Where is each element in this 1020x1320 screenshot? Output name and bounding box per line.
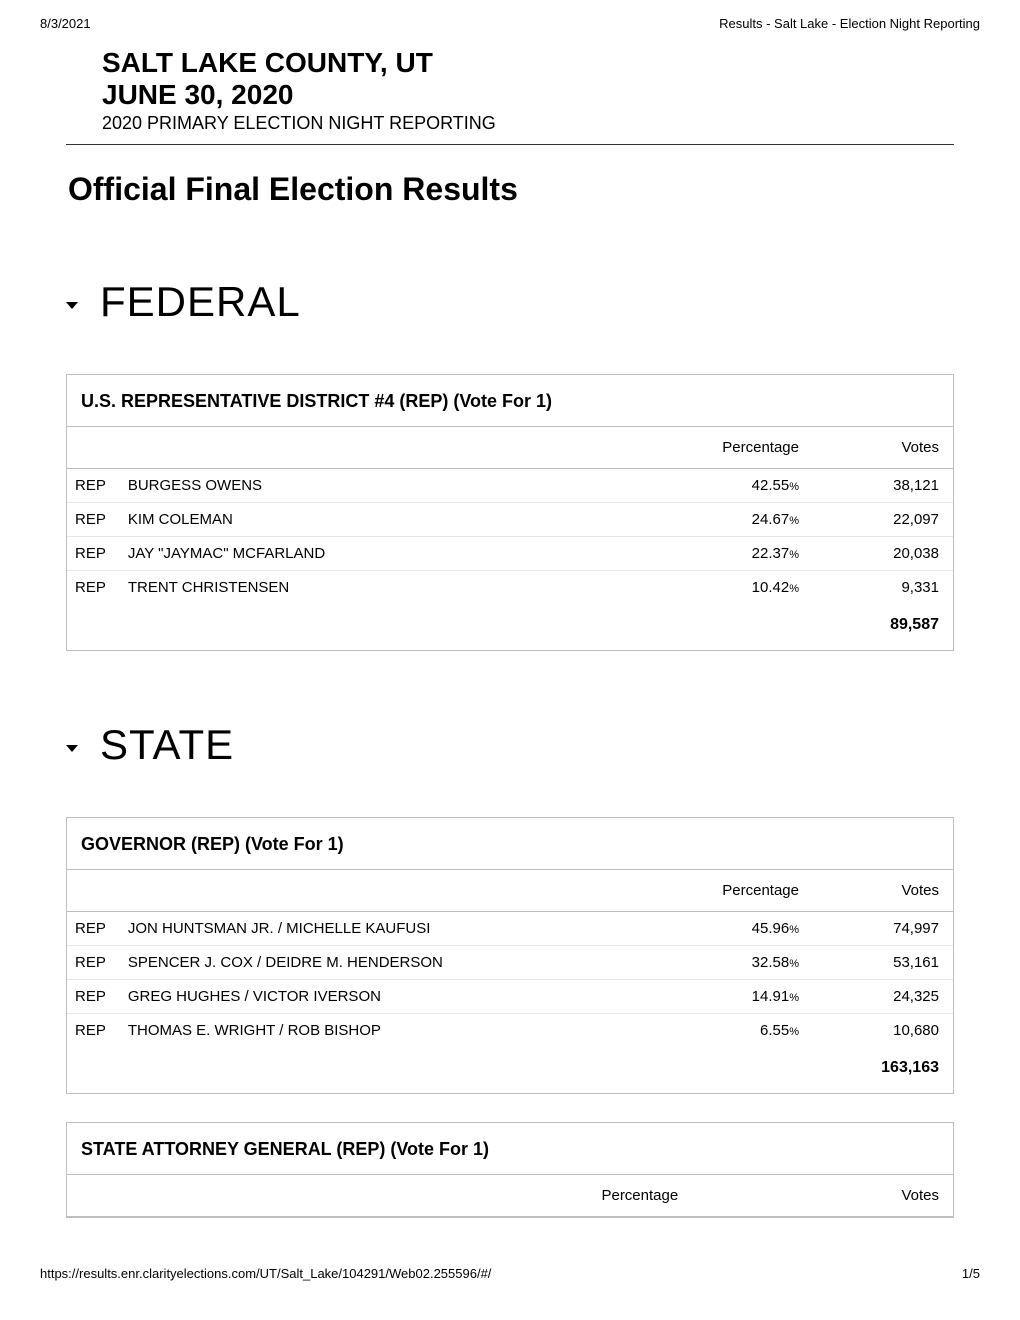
caret-down-icon bbox=[66, 302, 78, 309]
election-subtitle: 2020 PRIMARY ELECTION NIGHT REPORTING bbox=[102, 113, 954, 134]
cell-percentage: 10.42% bbox=[653, 571, 813, 605]
cell-percentage: 22.37% bbox=[653, 537, 813, 571]
cell-candidate: SPENCER J. COX / DEIDRE M. HENDERSON bbox=[120, 946, 653, 980]
cell-party: REP bbox=[67, 946, 120, 980]
cell-percentage: 32.58% bbox=[653, 946, 813, 980]
print-doc-title: Results - Salt Lake - Election Night Rep… bbox=[719, 16, 980, 31]
cell-percentage: 14.91% bbox=[653, 980, 813, 1014]
cell-votes: 38,121 bbox=[813, 469, 953, 503]
cell-percentage: 42.55% bbox=[653, 469, 813, 503]
cell-party: REP bbox=[67, 980, 120, 1014]
col-header-votes: Votes bbox=[692, 1175, 953, 1217]
col-header-percentage: Percentage bbox=[653, 427, 813, 469]
content: SALT LAKE COUNTY, UT JUNE 30, 2020 2020 … bbox=[0, 47, 1020, 1218]
table-row: REPBURGESS OWENS42.55%38,121 bbox=[67, 469, 953, 503]
cell-party: REP bbox=[67, 469, 120, 503]
cell-party: REP bbox=[67, 503, 120, 537]
cell-votes: 10,680 bbox=[813, 1014, 953, 1048]
table-row: REPKIM COLEMAN24.67%22,097 bbox=[67, 503, 953, 537]
cell-votes: 20,038 bbox=[813, 537, 953, 571]
total-row: 89,587 bbox=[67, 604, 953, 650]
category-title: FEDERAL bbox=[100, 278, 301, 326]
caret-down-icon bbox=[66, 745, 78, 752]
cell-party: REP bbox=[67, 537, 120, 571]
race-title: U.S. REPRESENTATIVE DISTRICT #4 (REP) (V… bbox=[67, 375, 953, 427]
table-row: REPTHOMAS E. WRIGHT / ROB BISHOP6.55%10,… bbox=[67, 1014, 953, 1048]
race-box: STATE ATTORNEY GENERAL (REP) (Vote For 1… bbox=[66, 1122, 954, 1218]
cell-party: REP bbox=[67, 571, 120, 605]
cell-candidate: JON HUNTSMAN JR. / MICHELLE KAUFUSI bbox=[120, 912, 653, 946]
title-block: SALT LAKE COUNTY, UT JUNE 30, 2020 2020 … bbox=[66, 47, 954, 134]
cell-percentage: 24.67% bbox=[653, 503, 813, 537]
print-date: 8/3/2021 bbox=[40, 16, 91, 31]
cell-percentage: 45.96% bbox=[653, 912, 813, 946]
table-row: REPTRENT CHRISTENSEN10.42%9,331 bbox=[67, 571, 953, 605]
cell-votes: 9,331 bbox=[813, 571, 953, 605]
cell-candidate: TRENT CHRISTENSEN bbox=[120, 571, 653, 605]
table-row: REPSPENCER J. COX / DEIDRE M. HENDERSON3… bbox=[67, 946, 953, 980]
category-section: FEDERAL U.S. REPRESENTATIVE DISTRICT #4 (… bbox=[66, 278, 954, 651]
table-row: REPJON HUNTSMAN JR. / MICHELLE KAUFUSI45… bbox=[67, 912, 953, 946]
cell-party: REP bbox=[67, 912, 120, 946]
cell-party: REP bbox=[67, 1014, 120, 1048]
cell-votes: 53,161 bbox=[813, 946, 953, 980]
col-header-votes: Votes bbox=[813, 870, 953, 912]
category-header[interactable]: STATE bbox=[66, 721, 954, 769]
cell-candidate: THOMAS E. WRIGHT / ROB BISHOP bbox=[120, 1014, 653, 1048]
total-votes: 163,163 bbox=[813, 1047, 953, 1093]
footer-page: 1/5 bbox=[962, 1266, 980, 1281]
race-box: GOVERNOR (REP) (Vote For 1)PercentageVot… bbox=[66, 817, 954, 1094]
table-row: REPGREG HUGHES / VICTOR IVERSON14.91%24,… bbox=[67, 980, 953, 1014]
category-section: STATEGOVERNOR (REP) (Vote For 1)Percenta… bbox=[66, 721, 954, 1218]
cell-candidate: GREG HUGHES / VICTOR IVERSON bbox=[120, 980, 653, 1014]
race-title: STATE ATTORNEY GENERAL (REP) (Vote For 1… bbox=[67, 1123, 953, 1175]
col-header-votes: Votes bbox=[813, 427, 953, 469]
county-title: SALT LAKE COUNTY, UT bbox=[102, 47, 954, 79]
footer-url: https://results.enr.clarityelections.com… bbox=[40, 1266, 491, 1281]
race-table: PercentageVotesREPBURGESS OWENS42.55%38,… bbox=[67, 427, 953, 650]
col-header-percentage: Percentage bbox=[260, 1175, 692, 1217]
cell-votes: 22,097 bbox=[813, 503, 953, 537]
total-row: 163,163 bbox=[67, 1047, 953, 1093]
print-footer: https://results.enr.clarityelections.com… bbox=[0, 1254, 1020, 1297]
category-header[interactable]: FEDERAL bbox=[66, 278, 954, 326]
election-date: JUNE 30, 2020 bbox=[102, 79, 954, 111]
cell-candidate: KIM COLEMAN bbox=[120, 503, 653, 537]
cell-candidate: JAY "JAYMAC" MCFARLAND bbox=[120, 537, 653, 571]
print-header: 8/3/2021 Results - Salt Lake - Election … bbox=[0, 0, 1020, 39]
cell-candidate: BURGESS OWENS bbox=[120, 469, 653, 503]
race-box: U.S. REPRESENTATIVE DISTRICT #4 (REP) (V… bbox=[66, 374, 954, 651]
total-votes: 89,587 bbox=[813, 604, 953, 650]
col-header-percentage: Percentage bbox=[653, 870, 813, 912]
category-title: STATE bbox=[100, 721, 234, 769]
results-heading: Official Final Election Results bbox=[68, 171, 954, 208]
race-title: GOVERNOR (REP) (Vote For 1) bbox=[67, 818, 953, 870]
race-table: PercentageVotes bbox=[67, 1175, 953, 1217]
race-table: PercentageVotesREPJON HUNTSMAN JR. / MIC… bbox=[67, 870, 953, 1093]
cell-votes: 74,997 bbox=[813, 912, 953, 946]
cell-votes: 24,325 bbox=[813, 980, 953, 1014]
table-row: REPJAY "JAYMAC" MCFARLAND22.37%20,038 bbox=[67, 537, 953, 571]
title-divider bbox=[66, 144, 954, 145]
cell-percentage: 6.55% bbox=[653, 1014, 813, 1048]
